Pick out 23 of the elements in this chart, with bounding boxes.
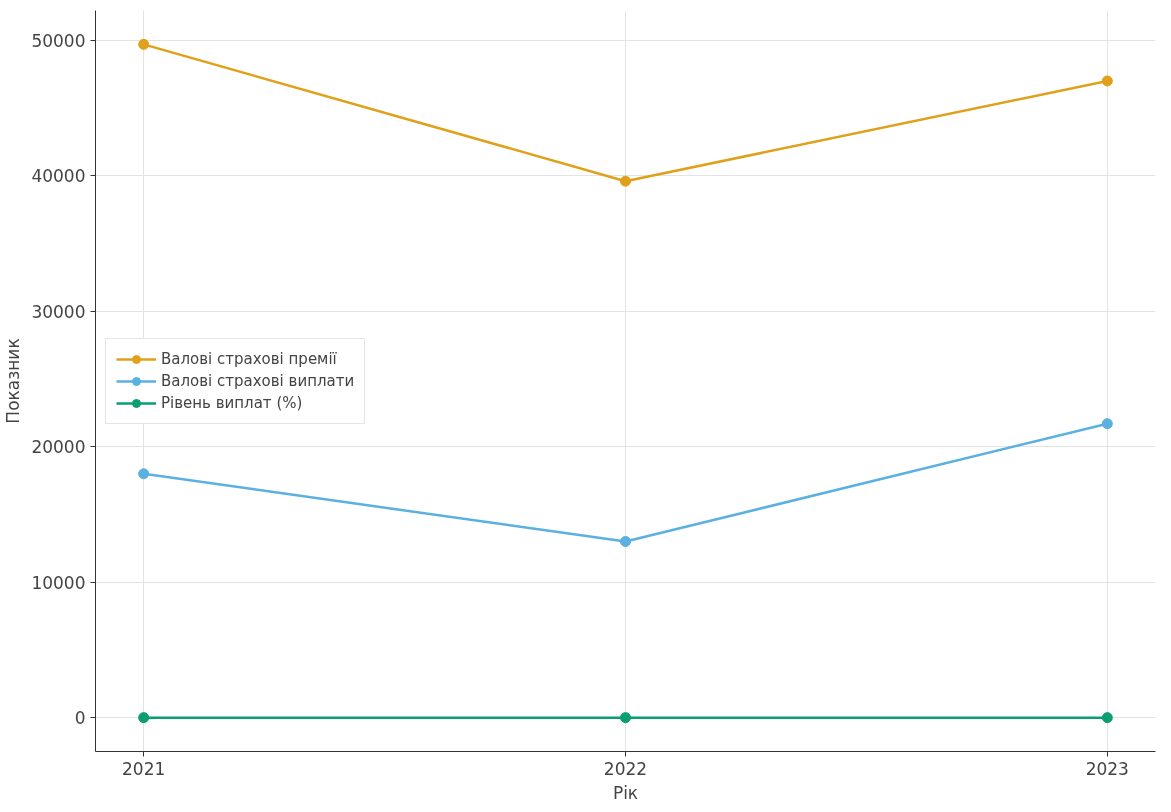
point	[1101, 75, 1113, 87]
legend-label: Рівень виплат (%)	[161, 393, 303, 412]
x-tick-label: 2023	[1085, 758, 1129, 779]
y-tick-label: 20000	[31, 437, 86, 458]
point	[620, 712, 631, 724]
y-axis-title: Показник	[3, 338, 24, 424]
legend-label: Валові страхові виплати	[161, 371, 355, 390]
point	[1101, 418, 1113, 430]
y-tick-label: 30000	[31, 301, 86, 322]
x-tick-label: 2021	[122, 758, 166, 779]
point	[620, 175, 631, 187]
y-tick-label: 40000	[31, 166, 86, 187]
y-tick-label: 50000	[31, 30, 86, 51]
x-axis-title: Рік	[612, 782, 639, 803]
y-tick-label: 10000	[31, 572, 86, 593]
point	[620, 536, 631, 548]
legend-label: Валові страхові премії	[161, 349, 337, 368]
point	[138, 712, 150, 724]
point	[138, 468, 150, 480]
x-tick-label: 2022	[603, 758, 648, 779]
point	[1101, 712, 1113, 724]
point	[138, 38, 150, 50]
y-tick-label: 0	[74, 708, 86, 729]
